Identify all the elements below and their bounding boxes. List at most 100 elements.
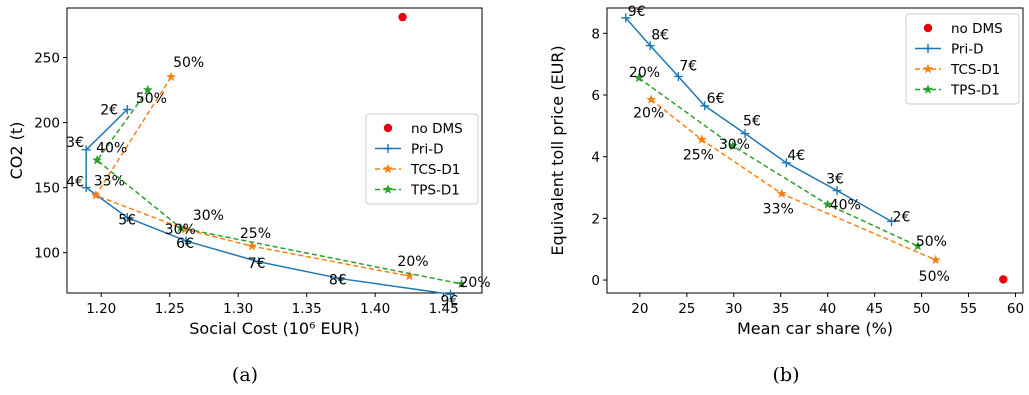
series-line-tps: [96, 89, 462, 285]
series-line-tps: [638, 77, 919, 247]
x-tick-label: 1.45: [429, 301, 459, 317]
y-axis-label: Equivalent toll price (EUR): [548, 45, 567, 255]
point-label: 40%: [96, 140, 127, 156]
x-tick-label: 50: [913, 301, 930, 317]
data-point: [633, 72, 644, 83]
series-line-prid: [625, 17, 892, 223]
point-label: 50%: [919, 269, 950, 285]
chart-panel-a: 1.20 1.25 1.30 1.35 1.40 1.45 100 150 200 250 Soci…: [7, 7, 491, 386]
legend-marker-tps: [382, 184, 394, 194]
x-tick-label: 45: [866, 301, 883, 317]
series-tcs: 20% 25% 33% 50%: [633, 94, 950, 285]
y-tick-label: 0: [591, 273, 600, 289]
point-label: 7€: [248, 256, 266, 272]
chart-panel-b: 20 25 30 35 40 45 50 55 60 0 2 4 6 8 Mean car share (%…: [548, 4, 1024, 386]
data-point: [832, 186, 842, 196]
point-label: 7€: [679, 58, 697, 74]
data-point: [181, 236, 191, 246]
point-label: 9€: [628, 4, 646, 20]
data-point: [999, 275, 1008, 284]
subfigure-caption: (b): [773, 364, 800, 386]
point-label: 3€: [826, 172, 844, 188]
point-label: 20%: [633, 106, 664, 122]
x-tick-label: 60: [1007, 301, 1024, 317]
subfigure-caption: (a): [232, 364, 258, 386]
data-point: [621, 13, 631, 23]
data-point: [887, 216, 897, 226]
legend-box: [365, 113, 479, 205]
data-point: [696, 134, 707, 145]
x-tick-label: 1.35: [292, 301, 322, 317]
data-point: [740, 129, 750, 139]
data-point: [166, 71, 177, 82]
data-point: [90, 190, 101, 200]
data-point: [404, 270, 415, 281]
legend: no DMS Pri-D TCS-D1 TPS-D1: [365, 113, 479, 205]
data-point: [727, 140, 738, 151]
data-point: [646, 94, 657, 104]
data-point: [122, 213, 132, 223]
x-tick-label: 1.30: [223, 301, 253, 317]
point-label: 20%: [629, 65, 660, 81]
y-tick-label: 8: [591, 26, 600, 42]
point-label: 9€: [440, 293, 458, 309]
point-label: 2€: [100, 103, 118, 119]
data-point: [246, 240, 257, 251]
data-point: [781, 158, 791, 168]
data-point: [142, 84, 153, 95]
data-point: [456, 278, 467, 289]
data-point: [822, 199, 833, 209]
series-tps: 20% 30% 40% 50%: [629, 65, 947, 251]
legend-label-prid: Pri-D: [951, 42, 983, 58]
y-tick-label: 100: [34, 246, 60, 262]
point-label: 2€: [893, 209, 911, 225]
legend-marker-tps: [922, 84, 934, 94]
point-label: 30%: [165, 222, 196, 238]
legend-label-nodms: no DMS: [951, 21, 1003, 37]
data-point: [912, 240, 923, 251]
data-point: [700, 101, 710, 111]
series-prid: 9€ 8€ 7€ 6€ 5€ 4€ 3€ 2€: [621, 4, 910, 226]
y-axis-label: CO2 (t): [7, 122, 26, 180]
legend-marker-nodms: [383, 123, 393, 133]
legend-marker-tcs: [382, 163, 394, 174]
legend-label-nodms: no DMS: [411, 121, 463, 137]
series-nodms: [398, 12, 407, 22]
point-label: 33%: [763, 202, 794, 218]
point-label: 8€: [329, 273, 347, 289]
plot-frame: [66, 7, 483, 294]
point-label: 3€: [66, 135, 84, 151]
point-label: 40%: [830, 197, 861, 213]
point-label: 8€: [651, 28, 669, 44]
y-tick-label: 6: [591, 88, 600, 104]
data-point: [930, 254, 941, 265]
point-label: 50%: [136, 91, 167, 107]
legend-label-tcs: TCS-D1: [950, 62, 1000, 78]
legend-label-tcs: TCS-D1: [410, 162, 460, 178]
point-label: 25%: [683, 148, 714, 164]
x-tick-label: 1.25: [155, 301, 185, 317]
x-tick-label: 25: [678, 301, 695, 317]
y-tick-label: 4: [591, 150, 600, 166]
data-point: [776, 188, 787, 198]
data-point: [673, 71, 683, 81]
legend-marker-tcs: [922, 63, 934, 74]
x-tick-label: 35: [772, 301, 789, 317]
point-label: 5€: [118, 213, 136, 229]
x-axis-label: Social Cost (10⁶ EUR): [189, 319, 359, 338]
data-point: [254, 257, 264, 267]
series-tcs: 50% 33% 30% 25% 20%: [90, 55, 429, 281]
series-nodms: [999, 275, 1008, 284]
series-line-prid: [85, 108, 451, 296]
x-axis-label: Mean car share (%): [737, 319, 893, 338]
data-point: [645, 41, 655, 51]
point-label: 20%: [459, 275, 490, 291]
point-label: 4€: [787, 148, 805, 164]
legend-marker-prid: [383, 144, 393, 153]
x-tick-label: 1.20: [86, 301, 116, 317]
y-tick-label: 250: [34, 50, 60, 66]
data-point: [336, 274, 346, 284]
legend-label-tps: TPS-D1: [950, 83, 1000, 99]
point-label: 6€: [707, 91, 725, 107]
